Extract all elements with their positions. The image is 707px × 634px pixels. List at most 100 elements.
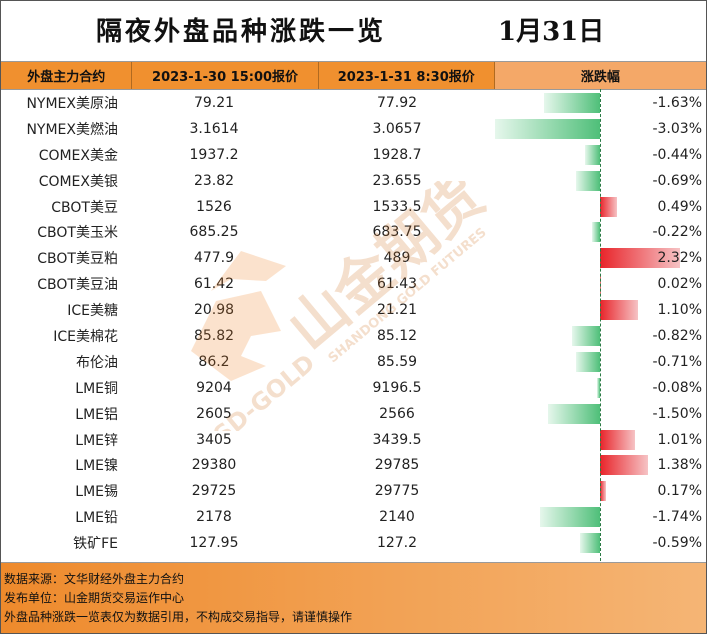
price-curr: 21.21 (376, 302, 418, 319)
contract-name: CBOT美豆 (51, 199, 118, 216)
table-row: LME铅 2178 2140 -1.74% (1, 504, 706, 530)
change-bar (600, 300, 638, 321)
change-cell: 1.10% (494, 297, 706, 323)
change-percent: 1.38% (657, 457, 702, 474)
price-curr: 127.2 (376, 535, 418, 552)
header-change: 涨跌幅 (494, 62, 706, 89)
contract-name: LME铝 (75, 406, 118, 423)
change-cell: -1.74% (494, 504, 706, 530)
change-percent: 0.02% (657, 276, 702, 293)
report-date: 1月31日 (498, 17, 605, 47)
change-cell: -0.44% (494, 142, 706, 168)
table-row: LME铝 2605 2566 -1.50% (1, 401, 706, 427)
table-row: LME锌 3405 3439.5 1.01% (1, 427, 706, 453)
change-percent: -0.22% (652, 224, 702, 241)
price-curr: 3439.5 (372, 431, 422, 448)
footer-disclaimer: 外盘品种涨跌一览表仅为数据引用，不构成交易指导，请谨慎操作 (4, 610, 353, 624)
price-curr: 683.75 (372, 224, 422, 241)
contract-name: ICE美棉花 (53, 328, 118, 345)
change-bar (600, 248, 681, 269)
contract-name: LME镍 (75, 458, 118, 475)
header-price-prev: 2023-1-30 15:00报价 (132, 62, 319, 89)
price-prev: 79.21 (193, 94, 235, 111)
price-prev: 23.82 (193, 172, 235, 189)
contract-name: COMEX美金 (38, 147, 118, 164)
price-prev: 85.82 (193, 327, 235, 344)
contract-name: LME锡 (75, 484, 118, 501)
change-percent: -0.08% (652, 379, 702, 396)
change-bar (579, 533, 600, 554)
table-row: CBOT美豆粕 477.9 489 2.32% (1, 245, 706, 271)
footer-source: 数据来源：文华财经外盘主力合约 (4, 572, 185, 586)
table-row: NYMEX美燃油 3.1614 3.0657 -3.03% (1, 116, 706, 142)
change-bar (600, 429, 635, 450)
change-bar (495, 118, 600, 139)
price-prev: 685.25 (189, 224, 239, 241)
price-prev: 20.98 (193, 302, 235, 319)
change-percent: 1.01% (657, 431, 702, 448)
table-row: 布伦油 86.2 85.59 -0.71% (1, 349, 706, 375)
price-prev: 9204 (196, 379, 232, 396)
price-curr: 29785 (374, 457, 420, 474)
change-bar (592, 222, 600, 243)
change-cell: -1.50% (494, 401, 706, 427)
change-bar (600, 455, 648, 476)
table-row: LME锡 29725 29775 0.17% (1, 478, 706, 504)
change-percent: 0.17% (657, 483, 702, 500)
price-prev: 29380 (191, 457, 237, 474)
footer-publisher: 发布单位：山金期货交易运作中心 (4, 591, 185, 605)
change-bar (600, 481, 606, 502)
zero-axis-line (600, 89, 601, 561)
price-prev: 86.2 (198, 353, 230, 370)
change-cell: -0.71% (494, 349, 706, 375)
change-bar (548, 403, 600, 424)
change-percent: -0.71% (652, 353, 702, 370)
change-bar (600, 196, 617, 217)
change-cell: 2.32% (494, 245, 706, 271)
price-curr: 2566 (379, 405, 415, 422)
change-cell: 0.17% (494, 478, 706, 504)
change-percent: -1.63% (652, 94, 702, 111)
price-curr: 29775 (374, 483, 420, 500)
change-cell: -3.03% (494, 116, 706, 142)
contract-name: 铁矿FE (73, 536, 118, 553)
table-row: ICE美棉花 85.82 85.12 -0.82% (1, 323, 706, 349)
change-cell: -0.08% (494, 375, 706, 401)
price-curr: 1533.5 (372, 198, 422, 215)
price-prev: 2178 (196, 509, 232, 526)
page-title: 隔夜外盘品种涨跌一览 (96, 17, 387, 47)
price-prev: 3405 (196, 431, 232, 448)
change-bar (584, 144, 600, 165)
change-cell: 1.01% (494, 427, 706, 453)
change-cell: 0.49% (494, 194, 706, 220)
change-bar (539, 507, 600, 528)
contract-name: ICE美糖 (67, 303, 118, 320)
header-name: 外盘主力合约 (1, 62, 133, 89)
change-percent: 1.10% (657, 302, 702, 319)
change-cell: -0.69% (494, 168, 706, 194)
price-prev: 477.9 (193, 250, 235, 267)
table-body: NYMEX美原油 79.21 77.92 -1.63% NYMEX美燃油 3.1614 3.… (1, 90, 706, 556)
price-curr: 85.12 (376, 327, 418, 344)
price-curr: 85.59 (376, 353, 418, 370)
change-bar (571, 326, 600, 347)
change-percent: -0.69% (652, 172, 702, 189)
change-percent: -0.44% (652, 146, 702, 163)
price-curr: 77.92 (376, 94, 418, 111)
change-bar (575, 351, 600, 372)
price-prev: 29725 (191, 483, 237, 500)
contract-name: CBOT美玉米 (37, 225, 118, 242)
price-curr: 489 (383, 250, 411, 267)
table-row: LME铜 9204 9196.5 -0.08% (1, 375, 706, 401)
table-row: CBOT美豆油 61.42 61.43 0.02% (1, 271, 706, 297)
contract-name: CBOT美豆油 (37, 277, 118, 294)
contract-name: COMEX美银 (38, 173, 118, 190)
contract-name: LME锌 (75, 432, 118, 449)
table-row: CBOT美豆 1526 1533.5 0.49% (1, 194, 706, 220)
change-percent: -0.59% (652, 535, 702, 552)
table-row: 铁矿FE 127.95 127.2 -0.59% (1, 530, 706, 556)
contract-name: LME铜 (75, 380, 118, 397)
change-cell: -0.22% (494, 219, 706, 245)
title-bar: 隔夜外盘品种涨跌一览 1月31日 (1, 1, 706, 62)
